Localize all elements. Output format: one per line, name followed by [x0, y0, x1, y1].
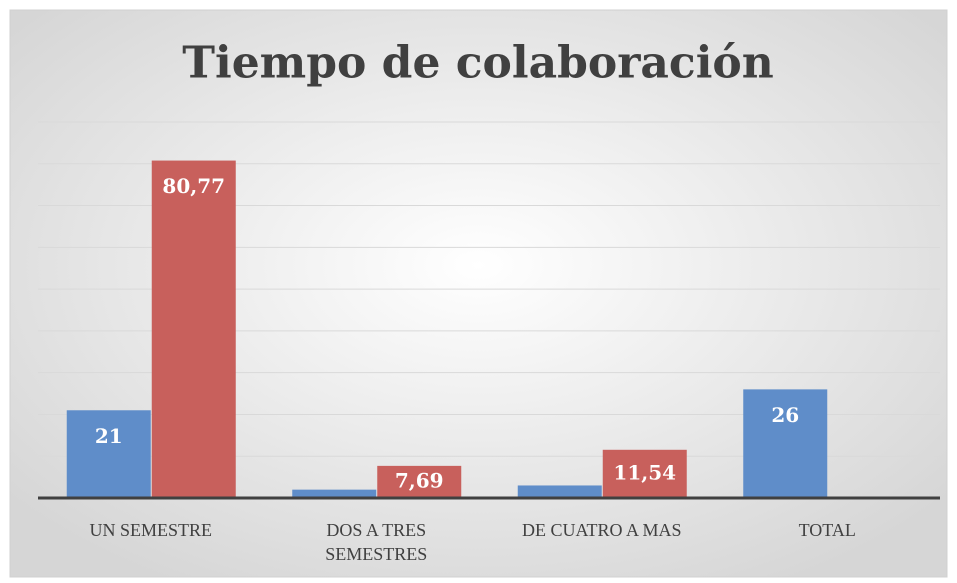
bar	[602, 449, 687, 498]
bar	[743, 389, 828, 498]
data-label: 26	[771, 403, 799, 427]
x-tick-label: UN SEMESTRE	[89, 520, 212, 540]
data-label: 11,54	[613, 460, 676, 484]
bar	[377, 465, 462, 498]
bar	[151, 160, 236, 498]
data-label: 21	[95, 424, 123, 448]
bar	[517, 485, 602, 498]
data-label: 80,77	[162, 174, 225, 198]
data-label: 7,69	[395, 468, 444, 492]
chart-title: Tiempo de colaboración	[182, 38, 774, 89]
bar	[66, 410, 151, 498]
x-tick-label: DE CUATRO A MAS	[521, 520, 682, 540]
x-tick-label: TOTAL	[798, 520, 856, 540]
bar	[292, 489, 377, 498]
x-tick-label: DOS A TRES SEMESTRES	[325, 520, 428, 564]
